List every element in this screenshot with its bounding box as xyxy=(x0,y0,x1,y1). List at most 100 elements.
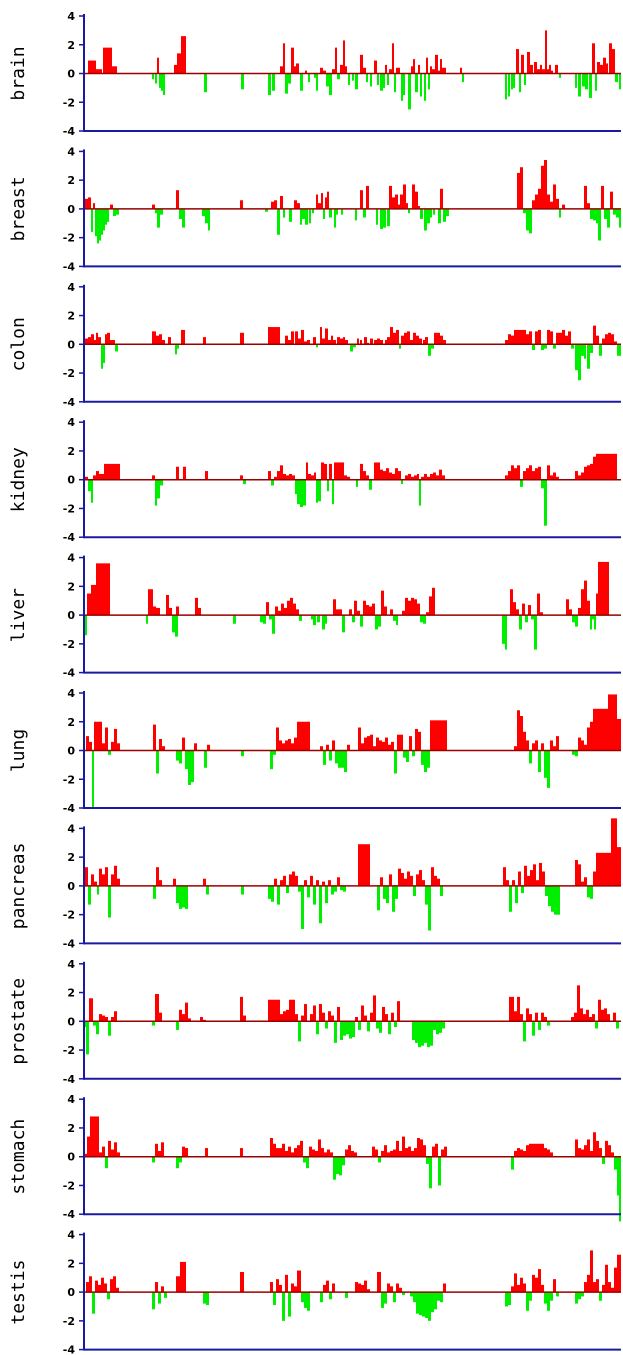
bar-prostate-81 xyxy=(535,1012,538,1022)
bar-stomach-62 xyxy=(411,1150,414,1157)
bar-testis-31 xyxy=(301,1292,304,1303)
bar-stomach-65 xyxy=(420,1139,423,1157)
bar-testis-93 xyxy=(602,1284,605,1293)
bar-pancreas-83 xyxy=(536,880,539,886)
bar-liver-43 xyxy=(360,615,363,627)
bar-stomach-96 xyxy=(611,1152,614,1157)
y-tick-label-breast-2: 2 xyxy=(67,174,75,187)
bar-pancreas-15 xyxy=(173,878,176,886)
bar-kidney-34 xyxy=(311,475,314,480)
bar-breast-51 xyxy=(363,208,366,218)
bar-colon-89 xyxy=(544,344,547,349)
bar-kidney-37 xyxy=(318,479,321,502)
bar-liver-84 xyxy=(581,589,584,616)
bar-testis-29 xyxy=(294,1286,297,1293)
bar-prostate-73 xyxy=(509,996,514,1022)
bar-breast-78 xyxy=(520,167,523,209)
bar-breast-55 xyxy=(383,208,386,228)
bar-brain-90 xyxy=(547,69,549,74)
bar-stomach-50 xyxy=(375,1149,378,1157)
bar-testis-41 xyxy=(358,1283,361,1293)
bar-liver-85 xyxy=(584,580,587,616)
bar-liver-14 xyxy=(198,607,201,616)
panel-stomach: 4 2 0 -2 -4 stomach xyxy=(8,1093,621,1222)
bar-kidney-62 xyxy=(401,479,403,485)
bar-brain-54 xyxy=(394,73,396,93)
bar-brain-63 xyxy=(420,73,422,97)
bar-liver-70 xyxy=(516,609,519,616)
bar-breast-18 xyxy=(176,190,179,209)
bar-brain-19 xyxy=(285,73,288,94)
bar-prostate-25 xyxy=(283,1011,286,1022)
bar-colon-16 xyxy=(162,339,165,345)
bar-kidney-71 xyxy=(427,476,430,480)
bar-liver-76 xyxy=(534,615,537,650)
bar-brain-42 xyxy=(360,54,363,74)
bar-kidney-90 xyxy=(544,479,547,526)
bar-lung-63 xyxy=(415,728,418,751)
y-tick-label-stomach-4: 4 xyxy=(67,1093,75,1106)
bar-brain-38 xyxy=(345,66,347,74)
bar-breast-15 xyxy=(155,208,157,214)
bar-pancreas-45 xyxy=(334,885,337,892)
bar-pancreas-10 xyxy=(114,865,117,886)
bar-pancreas-5 xyxy=(99,868,102,886)
bar-colon-81 xyxy=(520,329,523,345)
bar-colon-23 xyxy=(268,327,272,345)
bar-brain-99 xyxy=(589,73,592,98)
bar-lung-89 xyxy=(587,727,590,751)
y-tick-label-testis-0: 0 xyxy=(67,1286,75,1299)
y-tick-label-testis-4: 4 xyxy=(67,1229,75,1242)
bar-lung-28 xyxy=(282,743,285,751)
bar-kidney-42 xyxy=(332,479,334,505)
bar-stomach-43 xyxy=(339,1156,342,1176)
bar-prostate-2 xyxy=(89,998,93,1022)
bar-brain-88 xyxy=(542,69,545,74)
bar-liver-47 xyxy=(372,603,375,616)
bar-stomach-64 xyxy=(417,1138,420,1157)
bar-breast-20 xyxy=(182,208,185,228)
bar-lung-46 xyxy=(364,737,367,751)
bar-colon-54 xyxy=(380,339,383,345)
bar-pancreas-53 xyxy=(386,885,389,904)
bar-breast-82 xyxy=(532,200,535,209)
bar-testis-39 xyxy=(345,1292,348,1298)
bar-liver-13 xyxy=(195,597,198,616)
bar-testis-70 xyxy=(517,1284,520,1293)
bar-kidney-16 xyxy=(205,471,208,480)
bar-colon-20 xyxy=(181,329,185,345)
bar-breast-10 xyxy=(107,208,109,222)
bar-liver-34 xyxy=(325,615,327,624)
bar-colon-33 xyxy=(313,337,316,345)
bar-liver-73 xyxy=(525,615,528,623)
bar-stomach-18 xyxy=(205,1148,208,1157)
bar-testis-13 xyxy=(158,1292,161,1304)
bar-kidney-27 xyxy=(292,475,295,480)
bar-liver-6 xyxy=(153,606,156,616)
bar-pancreas-13 xyxy=(156,867,159,886)
bar-liver-87 xyxy=(590,615,592,630)
bar-brain-29 xyxy=(320,67,323,74)
bar-liver-1 xyxy=(87,593,91,616)
bar-testis-59 xyxy=(425,1292,428,1318)
bar-stomach-28 xyxy=(294,1148,297,1157)
bar-lung-82 xyxy=(553,746,556,751)
bar-liver-22 xyxy=(278,610,281,616)
bar-brain-80 xyxy=(519,73,521,93)
bar-lung-43 xyxy=(347,744,350,751)
bar-pancreas-66 xyxy=(425,885,428,905)
bar-brain-30 xyxy=(323,70,326,74)
bar-liver-60 xyxy=(417,603,420,616)
bar-testis-38 xyxy=(332,1283,335,1293)
bar-prostate-90 xyxy=(583,1014,586,1022)
bar-brain-77 xyxy=(511,73,513,90)
bar-prostate-47 xyxy=(355,1016,358,1022)
bar-liver-81 xyxy=(572,615,575,623)
bar-brain-81 xyxy=(521,54,524,74)
bar-stomach-4 xyxy=(102,1146,105,1157)
bar-brain-52 xyxy=(389,69,392,74)
bar-stomach-30 xyxy=(300,1140,303,1157)
bar-stomach-9 xyxy=(117,1152,120,1157)
bar-prostate-100 xyxy=(616,1021,619,1029)
bar-stomach-45 xyxy=(345,1149,348,1157)
